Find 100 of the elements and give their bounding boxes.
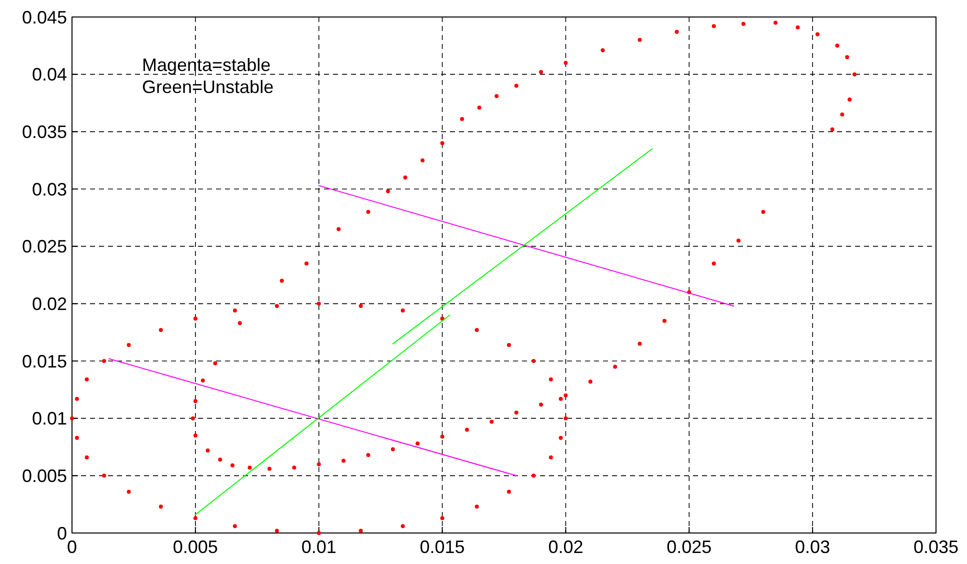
point xyxy=(638,342,642,346)
annotation: Magenta=stable xyxy=(142,55,271,75)
point xyxy=(84,377,89,382)
point xyxy=(440,434,444,439)
point xyxy=(514,84,518,88)
y-tick-label: 0 xyxy=(56,523,67,544)
point xyxy=(506,490,511,494)
point xyxy=(548,377,553,382)
point xyxy=(102,474,106,478)
x-tick-label: 0.025 xyxy=(666,537,712,557)
x-tick-label: 0.015 xyxy=(420,537,465,557)
point xyxy=(403,176,408,180)
point xyxy=(274,528,279,533)
x-tick-label: 0.02 xyxy=(548,537,584,557)
point xyxy=(158,504,163,509)
point xyxy=(514,410,518,415)
point xyxy=(386,189,390,194)
point xyxy=(736,238,741,243)
y-tick-label: 0.01 xyxy=(32,408,67,429)
point xyxy=(830,127,834,132)
point xyxy=(206,448,210,452)
y-tick-label: 0.02 xyxy=(32,294,67,314)
point xyxy=(796,25,800,30)
point xyxy=(292,466,296,470)
point xyxy=(200,378,205,382)
point xyxy=(564,416,568,420)
point xyxy=(390,447,395,452)
y-tick-label: 0.015 xyxy=(22,351,67,372)
point xyxy=(558,436,563,440)
point xyxy=(761,210,766,214)
point xyxy=(774,20,778,25)
point xyxy=(460,117,464,122)
point xyxy=(588,380,592,384)
point xyxy=(490,420,494,424)
point xyxy=(316,531,321,535)
y-tick-label: 0.005 xyxy=(22,466,67,486)
point xyxy=(741,22,746,26)
point xyxy=(564,393,568,398)
point xyxy=(366,453,370,458)
point xyxy=(232,308,237,313)
point xyxy=(532,474,536,478)
point xyxy=(267,466,272,471)
point xyxy=(674,30,679,34)
point xyxy=(336,227,341,232)
point xyxy=(238,321,242,326)
point xyxy=(712,24,716,28)
point xyxy=(464,428,469,432)
point xyxy=(102,359,106,363)
point xyxy=(193,516,198,520)
point xyxy=(342,458,346,463)
point xyxy=(835,44,840,48)
y-tick-label: 0.025 xyxy=(22,236,67,257)
point xyxy=(532,359,536,363)
point xyxy=(474,328,479,332)
annotation: Green=Unstable xyxy=(142,77,274,97)
point xyxy=(613,364,618,369)
point xyxy=(316,302,321,306)
point xyxy=(400,524,405,528)
y-tick-label: 0.04 xyxy=(32,64,67,85)
point xyxy=(548,455,553,460)
point xyxy=(232,524,237,528)
point xyxy=(440,316,444,321)
point xyxy=(213,361,218,366)
x-tick-label: 0.005 xyxy=(172,537,218,557)
point xyxy=(712,262,716,266)
point xyxy=(494,94,499,98)
point xyxy=(662,318,666,323)
point xyxy=(600,48,605,52)
point xyxy=(70,416,74,420)
y-tick-label: 0.045 xyxy=(22,7,67,28)
point xyxy=(126,342,131,347)
point xyxy=(366,210,370,214)
point xyxy=(539,70,544,74)
point xyxy=(358,528,363,533)
point xyxy=(158,328,163,332)
point xyxy=(506,342,511,347)
point xyxy=(74,436,79,440)
y-tick-label: 0.03 xyxy=(32,179,67,200)
x-tick-label: 0.035 xyxy=(913,537,959,557)
point xyxy=(638,38,642,42)
point xyxy=(190,416,195,420)
point xyxy=(193,434,198,438)
point xyxy=(316,462,321,466)
point xyxy=(230,463,234,468)
point xyxy=(304,262,309,266)
point xyxy=(845,55,850,60)
point xyxy=(840,112,844,116)
point xyxy=(539,402,544,407)
point xyxy=(558,396,563,401)
point xyxy=(193,399,198,404)
point xyxy=(248,466,252,470)
point xyxy=(474,504,479,509)
point xyxy=(816,32,820,36)
point xyxy=(218,458,222,462)
point xyxy=(400,308,405,313)
point xyxy=(274,304,279,308)
point xyxy=(193,316,198,321)
point xyxy=(74,396,79,401)
point xyxy=(420,158,425,162)
point xyxy=(416,442,420,446)
